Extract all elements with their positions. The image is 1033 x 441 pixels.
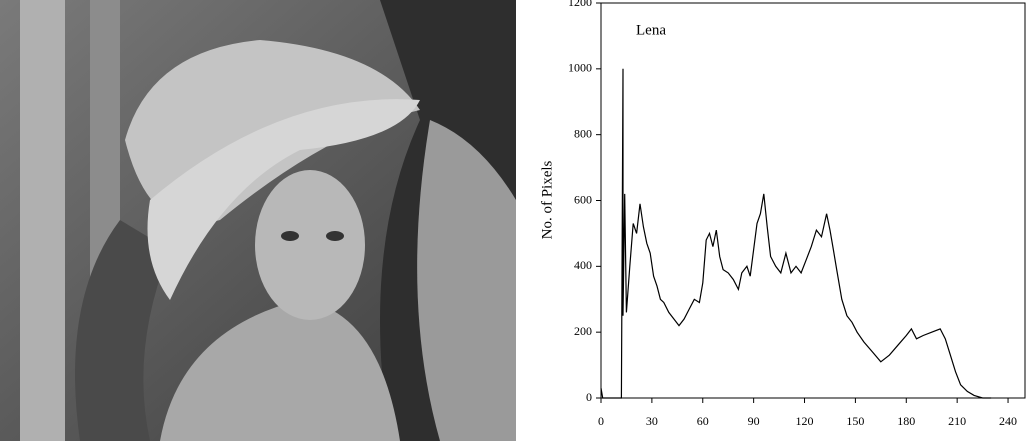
y-tick-label: 200	[574, 324, 592, 338]
x-tick-label: 90	[748, 414, 760, 428]
y-tick-label: 600	[574, 192, 592, 206]
y-axis-label: No. of Pixels	[539, 160, 555, 239]
y-tick-label: 400	[574, 258, 592, 272]
histogram-line	[601, 69, 991, 398]
x-tick-label: 180	[897, 414, 915, 428]
annotation: Lena	[636, 22, 666, 38]
photo	[0, 0, 516, 441]
x-tick-label: 60	[697, 414, 709, 428]
histogram: Lena No. of Pixels 020040060080010001200…	[539, 0, 1025, 428]
y-tick-label: 800	[574, 126, 592, 140]
x-tick-label: 0	[598, 414, 604, 428]
plot-frame	[601, 3, 1025, 398]
y-tick-label: 1000	[568, 61, 592, 75]
y-tick-label: 1200	[568, 0, 592, 9]
y-tick-label: 0	[586, 390, 592, 404]
x-tick-label: 120	[796, 414, 814, 428]
figure: Lena No. of Pixels 020040060080010001200…	[0, 0, 1033, 441]
x-tick-label: 150	[846, 414, 864, 428]
x-tick-label: 30	[646, 414, 658, 428]
x-tick-label: 210	[948, 414, 966, 428]
x-tick-label: 240	[999, 414, 1017, 428]
